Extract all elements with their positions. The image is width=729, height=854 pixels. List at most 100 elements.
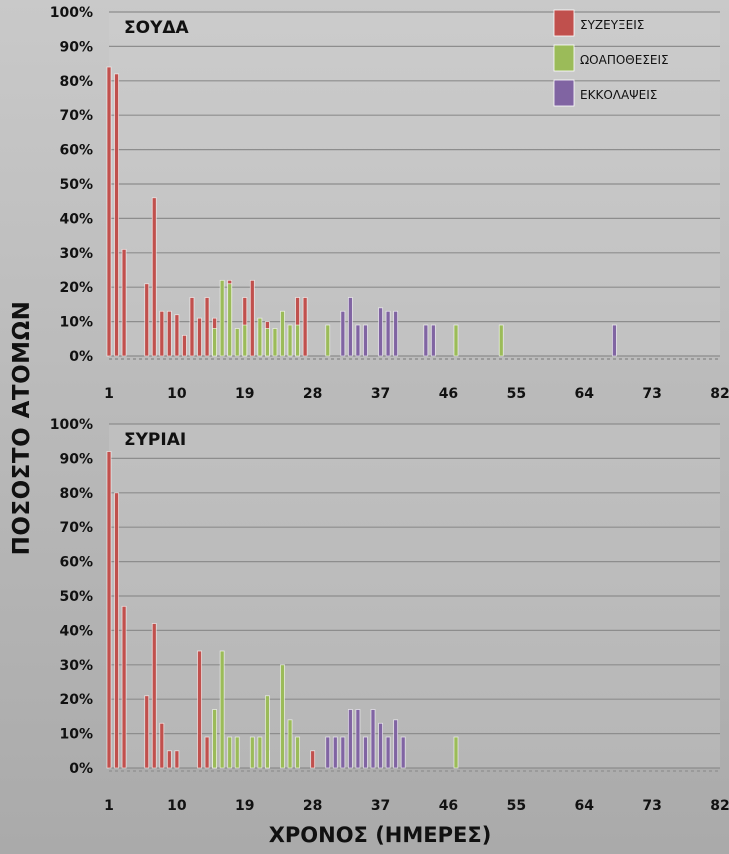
x-tick-label: 55 <box>507 798 526 814</box>
bar <box>295 324 300 357</box>
bar <box>325 736 331 769</box>
bar <box>197 317 202 357</box>
chart-title: ΣΟΥΔΑ <box>124 18 190 38</box>
y-tick-label: 80% <box>59 486 93 502</box>
y-tick-label: 90% <box>59 451 93 467</box>
x-tick-label: 1 <box>104 798 114 814</box>
x-tick-label: 28 <box>303 386 322 402</box>
x-tick-label: 82 <box>710 386 729 402</box>
y-tick-label: 20% <box>59 280 93 296</box>
bar <box>385 310 391 357</box>
bar <box>219 650 225 769</box>
bar <box>174 314 180 357</box>
bar <box>280 310 285 357</box>
bar <box>310 750 316 769</box>
y-tick-label: 0% <box>69 349 93 365</box>
legend-swatch <box>553 79 575 107</box>
bar <box>106 66 112 357</box>
bar <box>355 709 361 769</box>
y-tick-label: 80% <box>59 74 93 90</box>
x-tick-label: 73 <box>642 386 661 402</box>
legend-label: ΣΥΖΕΥΞΕΙΣ <box>580 18 644 32</box>
bar <box>204 297 210 357</box>
bar <box>257 736 263 769</box>
legend-swatch <box>553 9 575 37</box>
legend-label: ΩΟΑΠΟΘΕΣΕΙΣ <box>580 53 669 67</box>
bar <box>498 324 504 357</box>
x-tick-label: 64 <box>574 386 594 402</box>
bar <box>332 736 338 769</box>
bar <box>325 324 331 357</box>
bar <box>189 297 195 357</box>
y-tick-label: 10% <box>59 315 93 331</box>
bar <box>106 451 112 769</box>
bar <box>227 736 233 769</box>
bar <box>159 722 165 769</box>
bar <box>272 328 278 357</box>
bar <box>257 317 263 357</box>
bar <box>453 736 459 769</box>
bar <box>302 297 308 357</box>
bar <box>265 695 270 769</box>
y-axis-title: ΠΟΣΟΣΤΟ ΑΤΟΜΩΝ <box>9 300 35 556</box>
x-tick-label: 82 <box>710 798 729 814</box>
y-tick-label: 40% <box>59 211 93 227</box>
bar <box>430 324 436 357</box>
bar <box>212 709 218 769</box>
y-tick-label: 60% <box>59 143 93 159</box>
bar <box>227 283 233 357</box>
bar <box>423 324 429 357</box>
bar <box>385 736 391 769</box>
x-tick-label: 1 <box>104 386 114 402</box>
bar <box>234 736 240 769</box>
bar <box>280 664 285 769</box>
x-tick-label: 46 <box>439 798 458 814</box>
bar <box>363 324 368 357</box>
y-tick-label: 100% <box>50 417 93 433</box>
bar <box>370 709 376 769</box>
x-tick-label: 10 <box>167 798 187 814</box>
bar <box>347 297 353 357</box>
bar <box>197 650 202 769</box>
bar <box>242 324 248 357</box>
y-tick-label: 30% <box>59 246 93 262</box>
bar <box>378 722 383 769</box>
bar <box>287 324 293 357</box>
bar <box>121 248 127 357</box>
bar <box>151 197 157 357</box>
bar <box>393 719 399 769</box>
bar <box>212 328 218 357</box>
bar <box>182 334 187 357</box>
chart-soyda: 0% 10% 20% 30% 40% 50% 60% 70% 80% 90% 100% 1 10 19 28… <box>50 5 729 402</box>
x-tick-label: 55 <box>507 386 526 402</box>
chart-syriai: 0% 10% 20% 30% 40% 50% 60% 70% 80% 90% 100% 1 10 19 28… <box>50 417 729 814</box>
bar <box>363 736 368 769</box>
y-tick-label: 50% <box>59 589 93 605</box>
bar <box>265 328 270 357</box>
bar <box>249 736 255 769</box>
y-tick-label: 30% <box>59 658 93 674</box>
y-tick-label: 0% <box>69 761 93 777</box>
y-tick-label: 90% <box>59 39 93 55</box>
bar <box>204 736 210 769</box>
bar <box>295 736 300 769</box>
x-tick-label: 46 <box>439 386 458 402</box>
bar <box>287 719 293 769</box>
bar <box>219 279 225 357</box>
y-tick-label: 60% <box>59 555 93 571</box>
legend-label: ΕΚΚΟΛΑΨΕΙΣ <box>580 88 657 102</box>
bar <box>393 310 399 357</box>
bar <box>340 310 346 357</box>
y-tick-label: 70% <box>59 520 93 536</box>
y-tick-label: 100% <box>50 5 93 21</box>
x-tick-label: 37 <box>371 386 390 402</box>
bar <box>121 605 127 769</box>
bar <box>340 736 346 769</box>
bar <box>144 283 150 357</box>
y-tick-label: 10% <box>59 727 93 743</box>
bar <box>159 310 165 357</box>
bar <box>355 324 361 357</box>
x-tick-label: 19 <box>235 386 254 402</box>
bar <box>166 310 172 357</box>
